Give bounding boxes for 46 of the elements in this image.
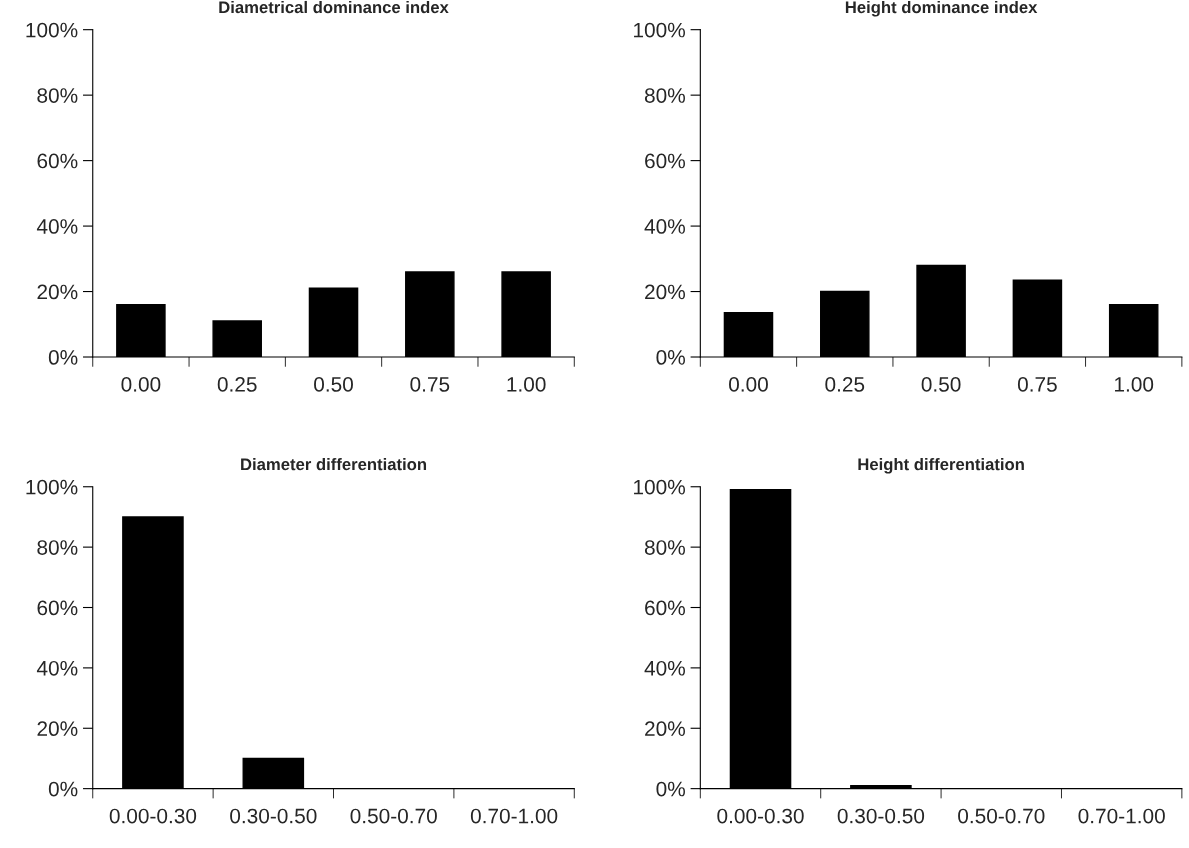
y-tick-label: 0% <box>48 350 78 365</box>
y-tick-label: 0% <box>656 350 685 365</box>
x-tick-label: 0.50-0.70 <box>350 808 437 824</box>
x-tick-label: 0.30-0.50 <box>837 808 925 824</box>
x-tick-label: 0.30-0.50 <box>230 808 317 824</box>
y-tick-label: 40% <box>36 660 78 676</box>
x-tick-label: 0.50-0.70 <box>958 808 1045 824</box>
x-tick-label: 1.00 <box>1115 377 1154 392</box>
x-tick-label: 0.75 <box>410 377 450 392</box>
x-tick-label: 0.75 <box>1017 377 1057 392</box>
chart-title: Diameter differentiation <box>241 458 427 471</box>
y-tick-label: 20% <box>645 284 685 300</box>
x-tick-label: 0.50 <box>921 377 961 392</box>
y-tick-label: 80% <box>37 88 78 103</box>
x-tick-label: 0.70-1.00 <box>470 808 558 824</box>
y-tick-label: 40% <box>36 219 78 234</box>
y-tick-label: 40% <box>644 219 685 234</box>
chart-title: Height dominance index <box>845 0 1038 17</box>
chart-title: Diametrical dominance index <box>219 0 449 14</box>
y-tick-label: 100% <box>634 479 685 495</box>
y-tick-label: 60% <box>37 153 78 169</box>
y-tick-label: 80% <box>37 540 78 555</box>
y-tick-label: 0% <box>656 781 685 797</box>
x-tick-label: 0.50 <box>314 377 353 392</box>
y-tick-label: 60% <box>645 600 685 616</box>
y-tick-label: 60% <box>37 600 78 616</box>
x-tick-label: 0.00-0.30 <box>109 808 197 824</box>
x-tick-label: 0.00 <box>121 377 161 392</box>
y-tick-label: 80% <box>644 88 685 103</box>
x-tick-label: 0.25 <box>825 377 865 392</box>
y-tick-label: 20% <box>37 721 78 737</box>
y-tick-label: 20% <box>645 721 685 737</box>
y-tick-label: 80% <box>644 540 685 555</box>
y-tick-label: 100% <box>634 22 685 38</box>
x-tick-label: 0.00 <box>729 377 768 392</box>
x-tick-label: 1.00 <box>507 377 546 392</box>
x-tick-label: 0.25 <box>217 377 257 392</box>
chart-title: Height differentiation <box>858 458 1024 474</box>
y-tick-label: 20% <box>37 284 78 300</box>
y-tick-label: 100% <box>26 479 78 495</box>
x-tick-label: 0.70-1.00 <box>1078 808 1165 824</box>
y-tick-label: 60% <box>645 153 685 169</box>
y-tick-label: 100% <box>26 22 78 38</box>
y-tick-label: 0% <box>48 781 78 797</box>
x-tick-label: 0.00-0.30 <box>717 808 804 824</box>
y-tick-label: 40% <box>644 660 685 676</box>
